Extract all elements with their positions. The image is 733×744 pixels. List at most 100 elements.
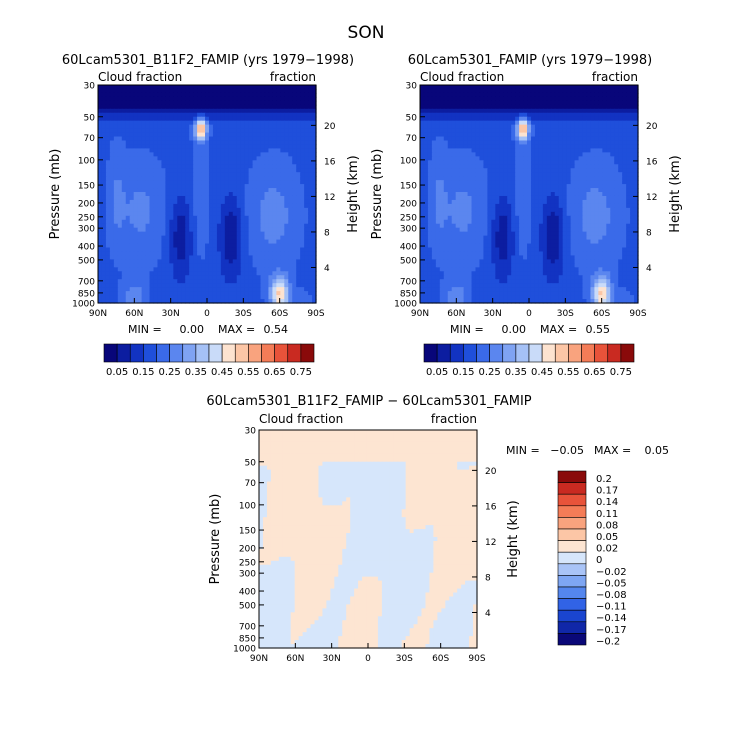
field-cell (264, 184, 269, 189)
field-cell (114, 89, 119, 94)
field-cell (440, 156, 445, 161)
field-cell (440, 152, 445, 157)
field-cell (153, 271, 158, 276)
field-cell (563, 176, 568, 181)
field-cell (487, 105, 492, 110)
field-cell (257, 101, 262, 106)
field-cell (177, 220, 182, 225)
field-cell (527, 105, 532, 110)
field-cell (261, 283, 266, 288)
field-cell (241, 101, 246, 106)
field-cell (245, 148, 250, 153)
field-cell (138, 184, 143, 189)
field-cell (590, 85, 595, 90)
field-cell (276, 117, 281, 122)
field-cell (272, 228, 277, 233)
field-cell (261, 168, 266, 173)
field-cell (114, 125, 119, 130)
field-cell (300, 279, 305, 284)
field-cell (444, 129, 449, 134)
field-cell (527, 109, 532, 114)
field-cell (201, 287, 206, 292)
field-cell (614, 133, 619, 138)
field-cell (205, 176, 210, 181)
field-cell (193, 156, 198, 161)
field-cell (237, 251, 242, 256)
field-cell (253, 240, 258, 245)
field-cell (300, 267, 305, 272)
field-cell (146, 200, 151, 205)
field-cell (491, 109, 496, 114)
field-cell (138, 140, 143, 145)
field-cell (436, 117, 441, 122)
field-cell (618, 188, 623, 193)
field-cell (110, 259, 115, 264)
field-cell (630, 133, 635, 138)
field-cell (511, 129, 516, 134)
field-cell (177, 168, 182, 173)
field-cell (241, 208, 246, 213)
field-cell (221, 113, 226, 118)
field-cell (134, 89, 139, 94)
field-cell (292, 259, 297, 264)
field-cell (559, 172, 564, 177)
field-cell (452, 144, 457, 149)
field-cell (181, 248, 186, 253)
field-cell (237, 148, 242, 153)
field-cell (161, 271, 166, 276)
field-cell (138, 248, 143, 253)
field-cell (511, 133, 516, 138)
field-cell (507, 125, 512, 130)
field-cell (483, 180, 488, 185)
field-cell (420, 105, 425, 110)
field-cell (201, 144, 206, 149)
field-cell (491, 196, 496, 201)
field-cell (272, 208, 277, 213)
field-cell (161, 220, 166, 225)
field-cell (169, 248, 174, 253)
field-cell (130, 228, 135, 233)
field-cell (134, 133, 139, 138)
field-cell (193, 255, 198, 260)
field-cell (531, 168, 536, 173)
field-cell (280, 144, 285, 149)
field-cell (483, 172, 488, 177)
field-cell (308, 140, 313, 145)
field-cell (460, 216, 465, 221)
field-cell (249, 263, 254, 268)
field-cell (487, 140, 492, 145)
field-cell (157, 204, 162, 209)
field-cell (507, 144, 512, 149)
field-cell (161, 279, 166, 284)
field-cell (468, 109, 473, 114)
field-cell (567, 148, 572, 153)
field-cell (142, 204, 147, 209)
field-cell (118, 291, 123, 296)
field-cell (292, 255, 297, 260)
x-tick-label: 60S (271, 309, 288, 319)
field-cell (189, 188, 194, 193)
field-cell (181, 283, 186, 288)
field-cell (551, 129, 556, 134)
field-cell (138, 97, 143, 102)
field-cell (575, 168, 580, 173)
field-cell (106, 263, 111, 268)
field-cell (598, 117, 603, 122)
field-cell (630, 97, 635, 102)
field-cell (122, 168, 127, 173)
field-cell (515, 97, 520, 102)
field-cell (559, 113, 564, 118)
field-cell (440, 101, 445, 106)
field-cell (559, 188, 564, 193)
field-cell (257, 93, 262, 98)
field-cell (261, 125, 266, 130)
field-cell (531, 85, 536, 90)
field-cell (507, 148, 512, 153)
field-cell (173, 228, 178, 233)
field-cell (253, 176, 258, 181)
field-cell (257, 125, 262, 130)
field-cell (515, 192, 520, 197)
field-cell (444, 172, 449, 177)
field-cell (118, 287, 123, 292)
field-cell (539, 152, 544, 157)
